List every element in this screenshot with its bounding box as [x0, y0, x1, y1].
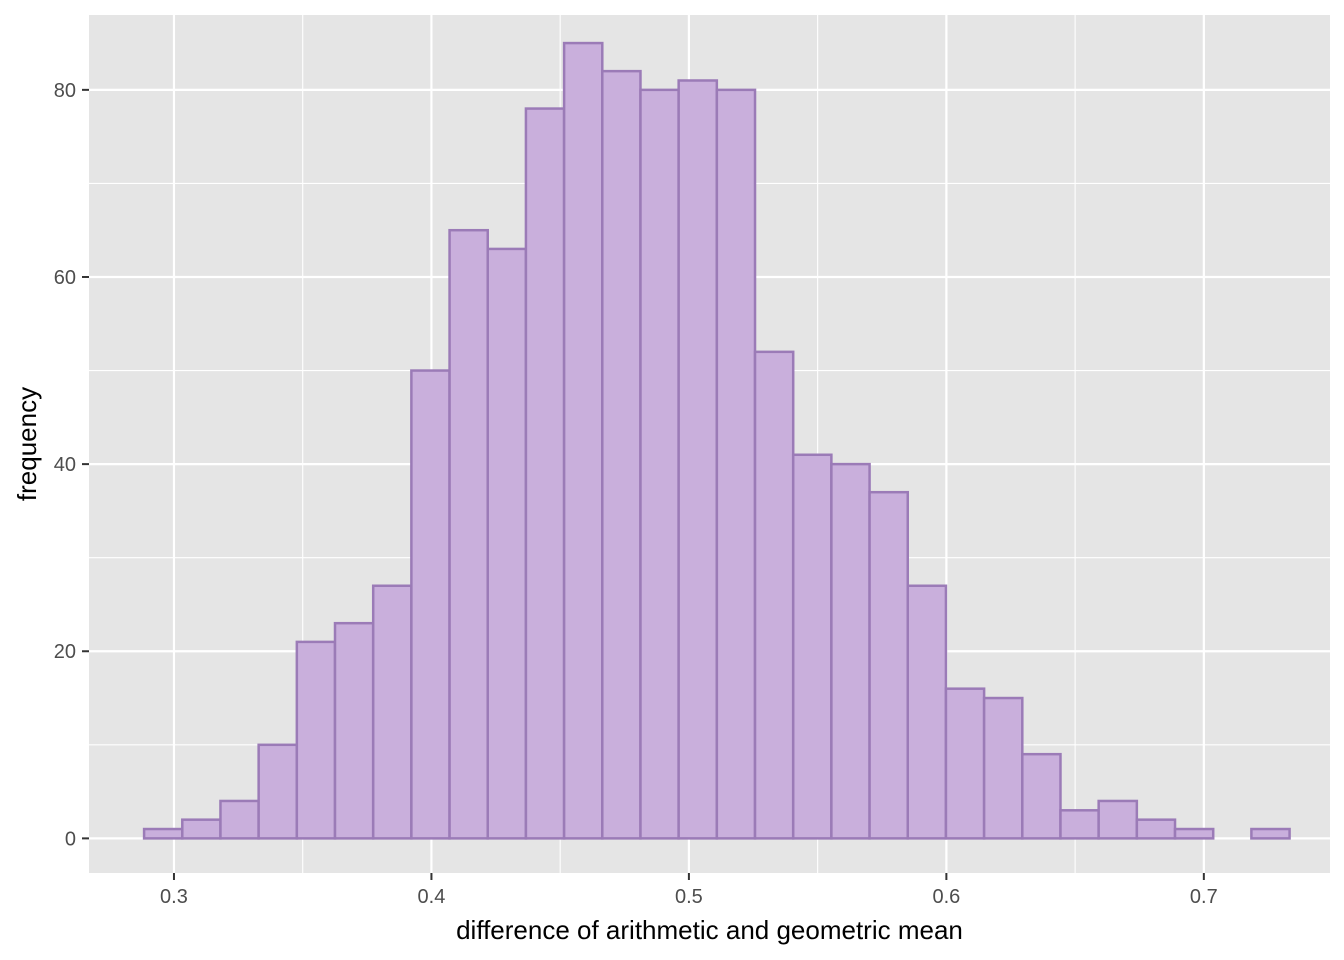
y-tick-label: 80 — [54, 80, 76, 102]
histogram-bar — [677, 79, 719, 840]
x-tick-label: 0.5 — [675, 886, 703, 908]
x-axis: 0.3 0.4 0.5 0.6 0.7 — [160, 873, 1218, 908]
histogram-bar — [295, 640, 337, 840]
y-axis-title: frequency — [12, 387, 42, 501]
histogram-bar — [219, 799, 260, 840]
histogram-bar — [1250, 827, 1291, 840]
histogram-bar — [791, 453, 833, 840]
histogram-bar — [562, 41, 604, 840]
y-axis: 0 20 40 60 80 — [54, 80, 89, 850]
histogram-bar — [1021, 752, 1062, 840]
histogram-bar — [1059, 809, 1100, 840]
histogram-bar — [868, 490, 910, 840]
histogram-bar — [181, 818, 222, 840]
y-tick-label: 20 — [54, 641, 76, 663]
histogram-bar — [601, 69, 642, 840]
histogram-bar — [448, 228, 489, 840]
x-tick-label: 0.7 — [1190, 886, 1218, 908]
x-tick-label: 0.4 — [418, 886, 446, 908]
y-tick-label: 60 — [54, 267, 76, 289]
histogram-bar — [715, 88, 757, 840]
histogram-bar — [1097, 799, 1139, 840]
histogram-bar — [1135, 818, 1177, 840]
histogram-bars — [142, 41, 1291, 840]
histogram-bar — [486, 247, 528, 840]
histogram-bar — [639, 88, 680, 840]
x-axis-title: difference of arithmetic and geometric m… — [456, 915, 963, 945]
y-tick-label: 40 — [54, 454, 76, 476]
histogram-bar — [371, 584, 413, 840]
histogram-bar — [944, 687, 986, 840]
x-tick-label: 0.3 — [160, 886, 188, 908]
histogram-bar — [1173, 827, 1215, 840]
y-tick-label: 0 — [65, 828, 76, 850]
histogram-bar — [906, 584, 948, 840]
x-tick-label: 0.6 — [932, 886, 960, 908]
histogram-bar — [257, 743, 299, 840]
histogram-bar — [830, 462, 871, 840]
histogram-bar — [524, 107, 566, 840]
histogram-bar — [333, 621, 375, 840]
histogram-bar — [982, 696, 1024, 840]
histogram-bar — [142, 827, 184, 840]
histogram-bar — [410, 369, 451, 840]
histogram-bar — [753, 350, 795, 840]
